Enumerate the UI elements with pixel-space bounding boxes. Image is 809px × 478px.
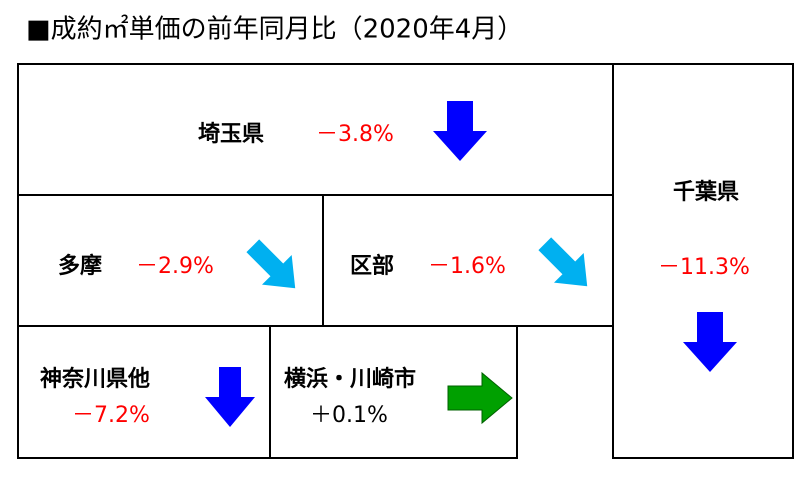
region-value: －7.2% [72,403,150,428]
region-name: 千葉県 [673,180,739,205]
region-name: 埼玉県 [198,122,264,147]
region-value: －11.3% [658,255,750,280]
arrow-right [447,371,513,425]
region-name: 区部 [350,253,394,279]
title: ■成約㎡単価の前年同月比（2020年4月） [26,15,523,45]
arrow-down [205,367,255,427]
region-name: 多摩 [58,253,102,279]
region-name: 横浜・川崎市 [284,366,416,392]
arrow-down-right [246,239,296,289]
region-value: －1.6% [428,254,506,279]
arrow-down [683,312,737,372]
region-value: －2.9% [136,254,214,279]
arrow-down-right [538,237,588,287]
arrow-down [433,101,487,161]
region-box [269,325,518,459]
region-value: ＋0.1% [310,403,388,428]
region-value: －3.8% [316,122,394,147]
region-name: 神奈川県他 [40,366,150,392]
